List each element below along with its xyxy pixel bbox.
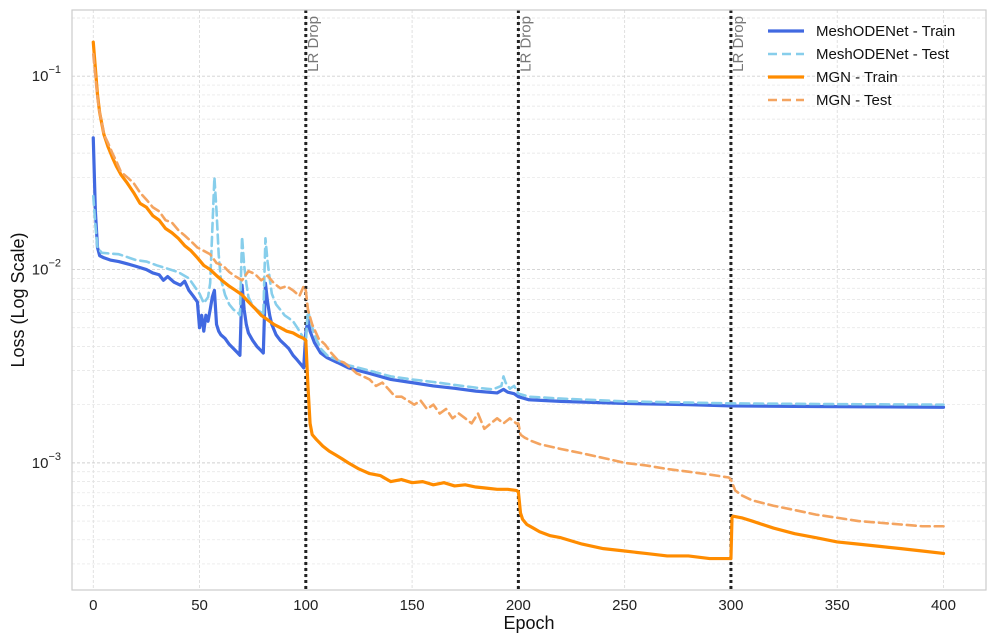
plot-frame [71,9,987,591]
y-tick-base: 10 [32,68,49,85]
x-tick-label: 150 [400,597,425,614]
x-tick-label: 0 [89,597,97,614]
series-line-0 [91,136,946,409]
x-tick-label: 400 [931,597,956,614]
legend-label: MeshODENet - Test [816,46,950,63]
lr-drop-label: LR Drop [730,16,747,72]
series-line-3 [91,52,945,528]
lr-drop-lines: LR Drop LR Drop LR Drop [304,10,747,590]
y-tick-label: 10−2 [32,258,61,279]
legend-label: MGN - Train [816,69,898,86]
y-tick-exponent: −1 [48,64,61,76]
y-axis-ticks: 10−310−210−1 [32,64,61,472]
x-tick-label: 250 [612,597,637,614]
x-tick-label: 350 [825,597,850,614]
x-axis-ticks: 0 50 100 150 200 250 300 350 400 [89,597,956,614]
y-tick-base: 10 [32,455,49,472]
y-axis-title: Loss (Log Scale) [8,232,28,367]
series-line-2 [91,40,946,561]
x-tick-label: 200 [506,597,531,614]
legend: MeshODENet - Train MeshODENet - Test MGN -… [768,23,955,109]
y-tick-exponent: −3 [48,451,61,463]
y-tick-label: 10−1 [32,64,61,85]
x-tick-label: 100 [293,597,318,614]
lr-drop-label: LR Drop [305,16,322,72]
lr-drop-label: LR Drop [517,16,534,72]
legend-label: MeshODENet - Train [816,23,955,40]
plot-background [72,10,986,590]
x-tick-label: 300 [718,597,743,614]
x-axis-title: Epoch [503,613,554,633]
y-tick-base: 10 [32,262,49,279]
legend-label: MGN - Test [816,92,892,109]
y-tick-label: 10−3 [32,451,61,472]
y-tick-exponent: −2 [48,258,61,270]
x-tick-label: 50 [191,597,208,614]
series-lines [91,40,946,561]
grid [72,10,986,590]
